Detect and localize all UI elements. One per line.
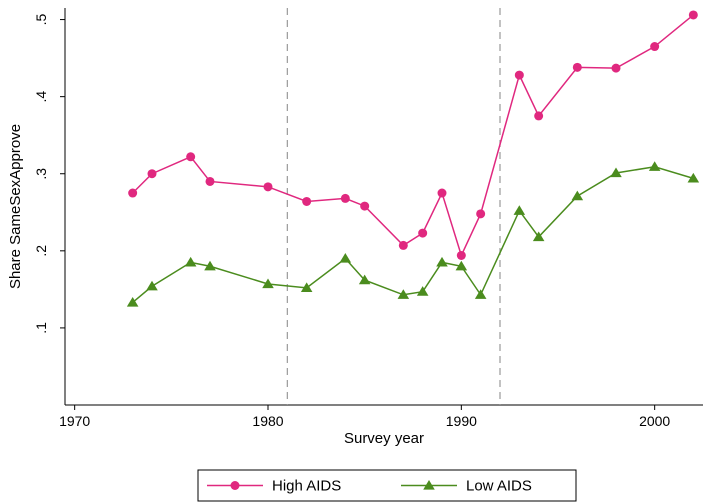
y-tick-label: .4 <box>33 91 49 103</box>
data-point <box>610 167 622 178</box>
data-point <box>204 260 216 271</box>
data-point <box>186 152 196 162</box>
data-point <box>205 176 215 186</box>
data-point <box>476 209 486 219</box>
data-point <box>146 280 158 291</box>
legend-label: High AIDS <box>272 478 341 495</box>
data-point <box>688 10 698 20</box>
y-tick-label: .2 <box>33 245 49 257</box>
y-axis-ticks: .1 .2 .3 .4 .5 <box>33 14 65 334</box>
data-point <box>302 196 312 206</box>
data-point <box>416 286 429 296</box>
y-tick-label: .5 <box>33 14 49 26</box>
data-point <box>418 228 428 238</box>
data-point <box>437 188 447 198</box>
data-point <box>398 240 408 250</box>
data-point <box>687 172 700 183</box>
data-point <box>360 201 370 211</box>
data-point <box>611 63 621 73</box>
data-point <box>571 190 584 201</box>
x-tick-label: 1970 <box>59 413 90 429</box>
x-axis-ticks: 1970 1980 1990 2000 <box>59 405 670 429</box>
data-point <box>514 70 524 80</box>
series-line <box>132 14 694 258</box>
series-high-aids <box>128 10 698 260</box>
legend-entry: Low AIDS <box>401 478 532 495</box>
x-tick-label: 2000 <box>639 413 670 429</box>
y-tick-label: .1 <box>33 322 49 334</box>
legend-label: Low AIDS <box>466 478 532 495</box>
legend-items: High AIDS Low AIDS <box>207 478 532 495</box>
data-point <box>650 42 660 52</box>
data-point <box>455 260 468 271</box>
data-point <box>263 182 273 192</box>
data-point <box>456 250 466 260</box>
plot-area: .1 .2 .3 .4 .5 1970 1980 1990 2000 <box>33 8 703 429</box>
data-point <box>436 256 448 267</box>
data-point <box>572 62 582 72</box>
legend-marker <box>423 480 435 490</box>
y-axis-title: Share SameSexApprove <box>7 124 24 289</box>
legend-entry: High AIDS <box>207 478 341 495</box>
data-point <box>128 188 138 198</box>
data-point <box>300 282 313 292</box>
data-point <box>340 193 350 203</box>
data-point <box>474 289 487 299</box>
data-point <box>147 169 157 179</box>
x-axis-title: Survey year <box>344 430 424 447</box>
data-point <box>184 256 197 267</box>
x-tick-label: 1990 <box>446 413 477 429</box>
series-layer <box>126 10 700 307</box>
series-low-aids <box>126 161 700 307</box>
legend-marker <box>230 481 240 490</box>
reference-lines <box>286 8 501 405</box>
data-point <box>358 274 371 285</box>
data-point <box>126 296 139 307</box>
data-point <box>262 278 274 289</box>
x-tick-label: 1980 <box>252 413 283 429</box>
data-point <box>339 253 352 263</box>
y-tick-label: .3 <box>33 168 49 180</box>
data-point <box>397 289 410 299</box>
legend: High AIDS Low AIDS <box>197 469 577 502</box>
data-point <box>513 205 526 215</box>
data-point <box>534 111 544 121</box>
data-point <box>532 231 545 242</box>
series-line <box>132 166 694 304</box>
data-point <box>648 161 661 171</box>
